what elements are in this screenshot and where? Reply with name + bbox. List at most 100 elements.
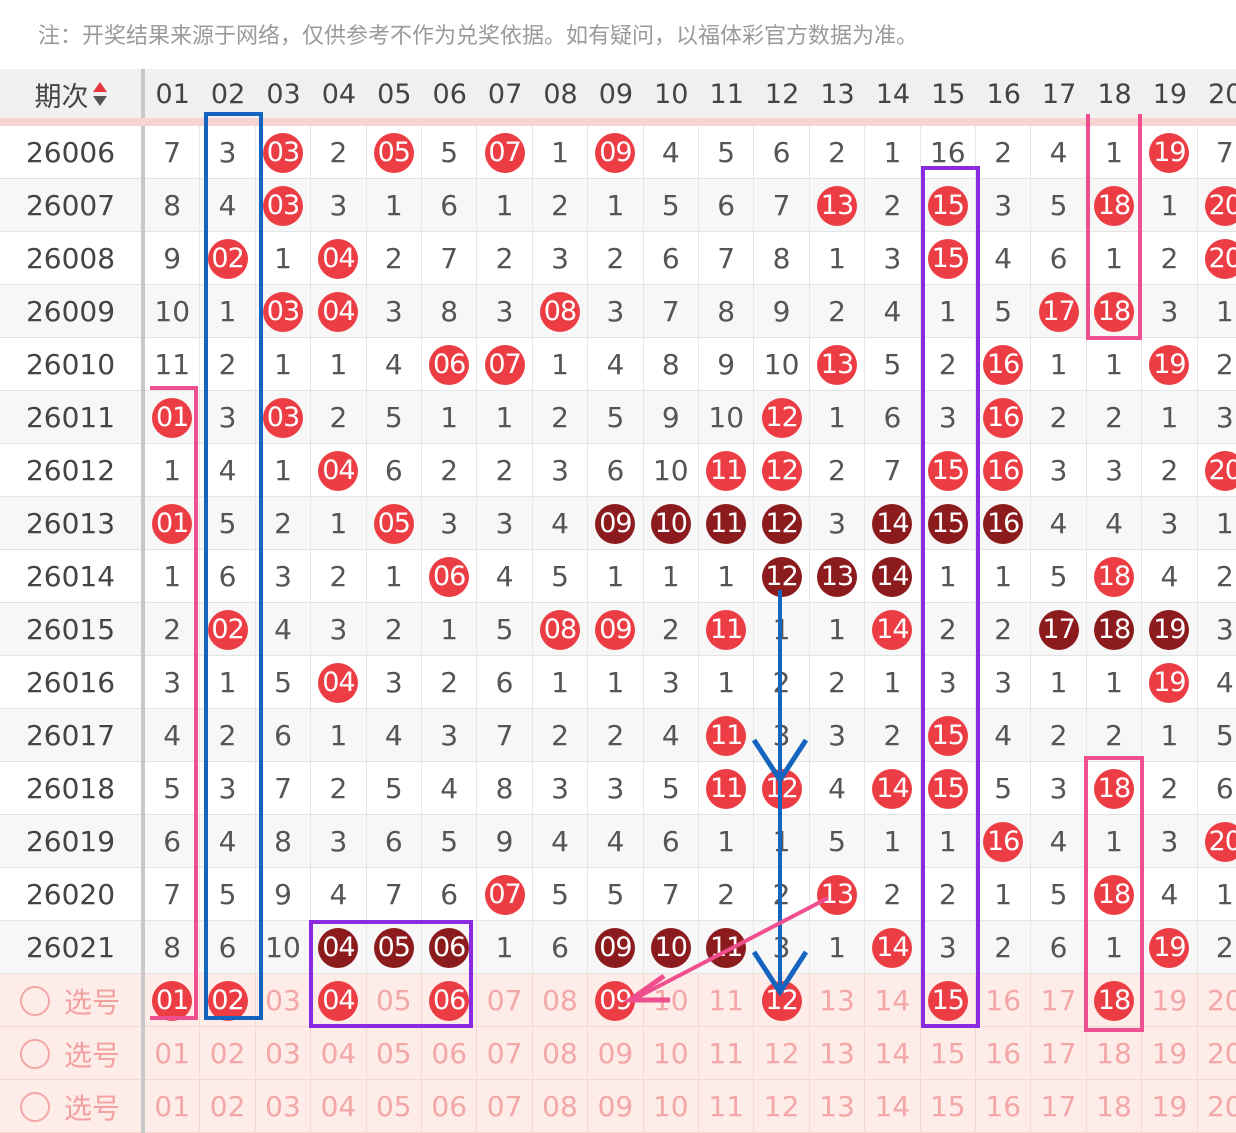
pick-number-cell[interactable]: 18 [1087,1027,1143,1080]
pick-number-cell[interactable]: 10 [644,974,699,1027]
pick-number-cell[interactable]: 16 [976,974,1032,1027]
trend-table: 期次 01 02 03 04 05 06 07 08 09 10 11 12 13 14 15 16 17 18 19… [0,69,1236,1133]
pick-number-cell[interactable]: 19 [1142,1080,1198,1133]
pick-number-cell[interactable]: 18 [1087,974,1143,1027]
pick-number-cell[interactable]: 05 [367,1027,422,1080]
omission-cell: 16 [921,126,976,179]
pick-number-cell[interactable]: 05 [367,974,422,1027]
pick-number-cell[interactable]: 13 [810,974,866,1027]
omission-cell: 1 [311,338,367,391]
drawn-number-ball: 18 [1093,556,1134,597]
pick-number-cell[interactable]: 20 [1198,1027,1236,1080]
pick-number-cell[interactable]: 06 [422,974,478,1027]
pick-number-cell[interactable]: 06 [422,1080,478,1133]
omission-cell: 3 [1198,391,1236,444]
pick-number-cell[interactable]: 01 [145,1080,201,1133]
pick-number-cell[interactable]: 05 [367,1080,422,1133]
pick-number-cell[interactable]: 18 [1087,1080,1143,1133]
pick-number-cell[interactable]: 10 [644,1080,699,1133]
omission-cell: 1 [810,391,866,444]
pick-number-cell[interactable]: 08 [533,1027,589,1080]
omission-cell: 1 [367,550,422,603]
select-radio[interactable] [20,985,50,1016]
omission-cell: 09 [588,921,644,974]
pick-number-cell[interactable]: 02 [200,1027,256,1080]
omission-cell: 3 [367,656,422,709]
omission-cell: 2 [477,232,533,285]
omission-cell: 7 [1198,126,1236,179]
omission-cell: 12 [754,497,810,550]
pick-number-cell[interactable]: 01 [145,974,201,1027]
pick-number-cell[interactable]: 17 [1031,974,1087,1027]
pick-row: 选号 01 02 03 04 05 06 07 08 09 10 11 12 13 14 15 16 17 18 19… [0,1080,1236,1133]
drawn-number-ball: 18 [1093,874,1134,915]
pick-row-label[interactable]: 选号 [0,1080,145,1133]
omission-cell: 5 [145,762,201,815]
pick-number-cell[interactable]: 04 [311,1027,367,1080]
pick-number-cell[interactable]: 11 [699,974,755,1027]
omission-cell: 5 [422,815,478,868]
select-radio[interactable] [20,1038,50,1069]
omission-cell: 20 [1198,179,1236,232]
pick-number-cell[interactable]: 15 [921,974,976,1027]
omission-cell: 5 [200,497,256,550]
pick-number-cell[interactable]: 11 [699,1080,755,1133]
pick-number-cell[interactable]: 09 [588,1080,644,1133]
omission-cell: 6 [865,391,921,444]
pick-number-cell[interactable]: 04 [311,1080,367,1133]
omission-cell: 2 [200,709,256,762]
pick-number-cell[interactable]: 14 [865,1080,921,1133]
pick-number-cell[interactable]: 12 [754,1027,810,1080]
pick-number-cell[interactable]: 13 [810,1027,866,1080]
pick-number-cell[interactable]: 16 [976,1080,1032,1133]
pick-row-label[interactable]: 选号 [0,974,145,1027]
pick-number-cell[interactable]: 07 [477,974,533,1027]
pick-number-cell[interactable]: 15 [921,1027,976,1080]
issue-column-header[interactable]: 期次 [0,69,145,119]
pick-number-cell[interactable]: 04 [311,974,367,1027]
omission-cell: 2 [256,497,312,550]
pick-number-cell[interactable]: 03 [256,1080,312,1133]
omission-cell: 16 [976,444,1032,497]
omission-cell: 19 [1142,126,1198,179]
pick-number-cell[interactable]: 01 [145,1027,201,1080]
pick-number-cell[interactable]: 09 [588,1027,644,1080]
omission-cell: 3 [921,921,976,974]
pick-number-cell[interactable]: 09 [588,974,644,1027]
omission-cell: 1 [1087,656,1143,709]
number-column-header: 11 [699,69,755,119]
pick-number-cell[interactable]: 03 [256,974,312,1027]
pick-number-cell[interactable]: 19 [1142,974,1198,1027]
drawn-number-ball: 13 [816,185,857,226]
pick-number-cell[interactable]: 12 [754,1080,810,1133]
pick-number-cell[interactable]: 15 [921,1080,976,1133]
omission-cell: 13 [810,179,866,232]
omission-cell: 3 [976,179,1032,232]
select-radio[interactable] [20,1091,50,1122]
pick-number-cell[interactable]: 17 [1031,1080,1087,1133]
pick-number-cell[interactable]: 14 [865,1027,921,1080]
pick-row-label[interactable]: 选号 [0,1027,145,1080]
pick-number-cell[interactable]: 07 [477,1080,533,1133]
pick-number-cell[interactable]: 12 [754,974,810,1027]
omission-cell: 18 [1087,550,1143,603]
pick-number-cell[interactable]: 17 [1031,1027,1087,1080]
pick-number-cell[interactable]: 14 [865,974,921,1027]
pick-number-cell[interactable]: 11 [699,1027,755,1080]
pick-number-cell[interactable]: 19 [1142,1027,1198,1080]
pick-number-cell[interactable]: 02 [200,1080,256,1133]
pick-number-cell[interactable]: 13 [810,1080,866,1133]
pick-number-cell[interactable]: 08 [533,974,589,1027]
pick-number-cell[interactable]: 06 [422,1027,478,1080]
pick-number-cell[interactable]: 07 [477,1027,533,1080]
pick-number-cell[interactable]: 02 [200,974,256,1027]
omission-cell: 2 [754,656,810,709]
sort-toggle-icon[interactable] [92,80,107,108]
pick-number-cell[interactable]: 16 [976,1027,1032,1080]
pick-number-cell[interactable]: 03 [256,1027,312,1080]
pick-number-cell[interactable]: 20 [1198,1080,1236,1133]
pick-number-cell[interactable]: 20 [1198,974,1236,1027]
number-column-header: 03 [255,69,312,119]
pick-number-cell[interactable]: 08 [533,1080,589,1133]
pick-number-cell[interactable]: 10 [644,1027,699,1080]
